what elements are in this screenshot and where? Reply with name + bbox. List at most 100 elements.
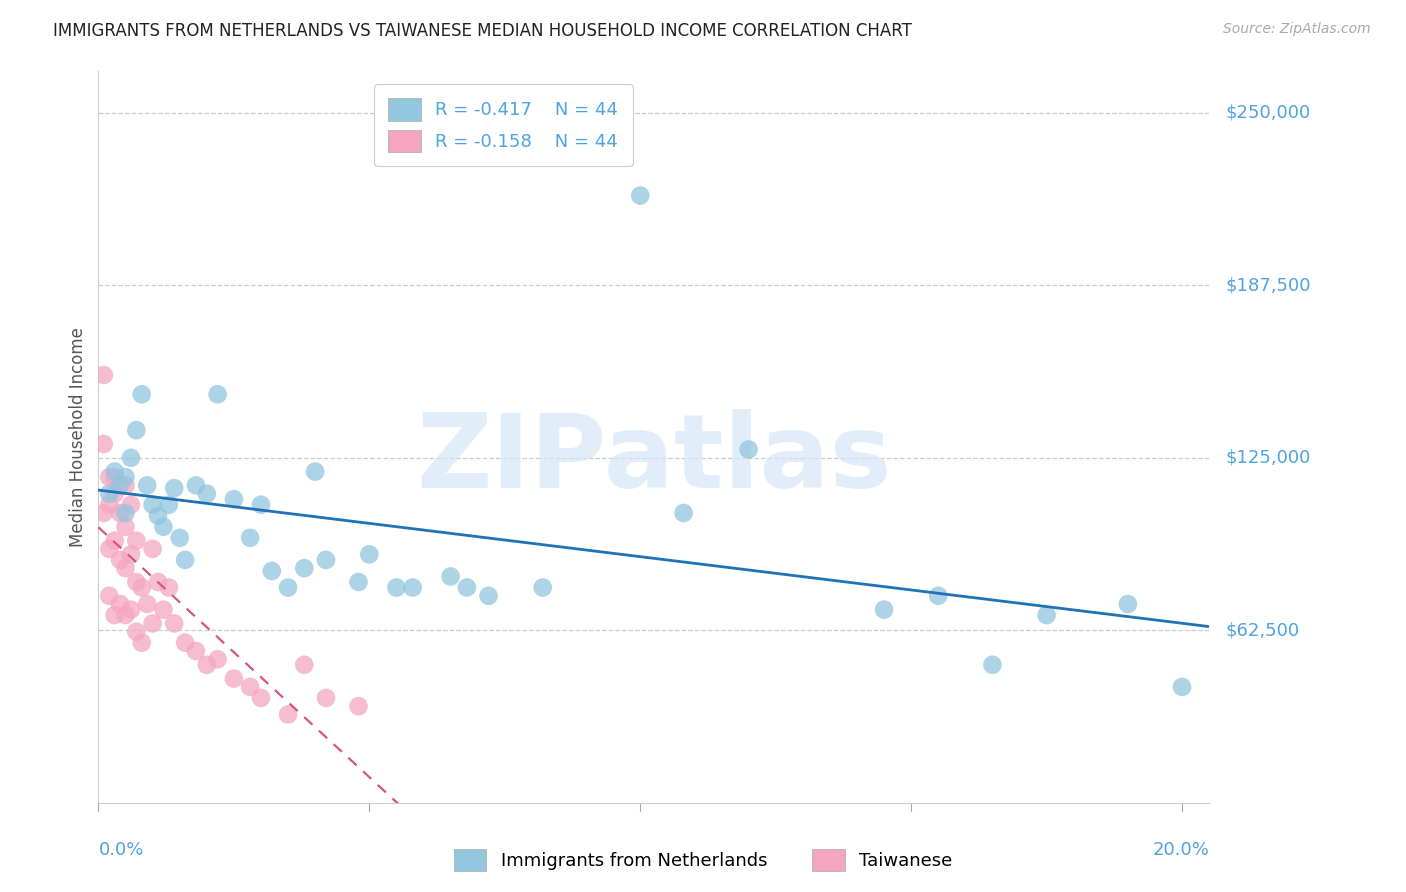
Point — [873, 602, 896, 616]
Text: $250,000: $250,000 — [1226, 103, 1310, 122]
Point — [239, 531, 262, 545]
Text: $125,000: $125,000 — [1226, 449, 1310, 467]
Point — [114, 561, 136, 575]
Point — [146, 508, 169, 523]
Point — [157, 498, 180, 512]
Point — [277, 581, 299, 595]
Point — [672, 506, 695, 520]
Point — [108, 553, 131, 567]
Point — [1116, 597, 1139, 611]
Point — [136, 597, 159, 611]
Point — [125, 624, 148, 639]
Point — [439, 569, 461, 583]
Point — [239, 680, 262, 694]
Point — [222, 492, 245, 507]
Text: 0.0%: 0.0% — [98, 841, 143, 860]
Point — [292, 561, 315, 575]
Text: $62,500: $62,500 — [1226, 622, 1299, 640]
Point — [347, 574, 370, 589]
Point — [927, 589, 949, 603]
Point — [169, 531, 191, 545]
Point — [98, 486, 121, 500]
Point — [104, 465, 127, 479]
Point — [477, 589, 499, 603]
Point — [104, 486, 127, 500]
Point — [347, 699, 370, 714]
Point — [114, 470, 136, 484]
Point — [108, 478, 131, 492]
Point — [142, 498, 165, 512]
Point — [93, 506, 115, 520]
Point — [315, 690, 337, 705]
Point — [184, 478, 207, 492]
Text: Source: ZipAtlas.com: Source: ZipAtlas.com — [1223, 22, 1371, 37]
Point — [120, 450, 142, 465]
Point — [98, 541, 121, 556]
Point — [142, 541, 165, 556]
Point — [315, 553, 337, 567]
Point — [304, 465, 326, 479]
Point — [222, 672, 245, 686]
Point — [114, 520, 136, 534]
Point — [163, 481, 186, 495]
Point — [120, 498, 142, 512]
Point — [277, 707, 299, 722]
Point — [146, 574, 169, 589]
Point — [207, 652, 229, 666]
Point — [628, 188, 651, 202]
Point — [981, 657, 1004, 672]
Point — [174, 636, 197, 650]
Point — [250, 498, 273, 512]
Point — [402, 581, 425, 595]
Point — [98, 498, 121, 512]
Point — [385, 581, 408, 595]
Point — [260, 564, 283, 578]
Point — [114, 506, 136, 520]
Point — [108, 506, 131, 520]
Point — [737, 442, 759, 457]
Point — [131, 387, 153, 401]
Point — [104, 608, 127, 623]
Y-axis label: Median Household Income: Median Household Income — [69, 327, 87, 547]
Text: $187,500: $187,500 — [1226, 277, 1310, 294]
Point — [131, 636, 153, 650]
Point — [250, 690, 273, 705]
Point — [125, 533, 148, 548]
Point — [104, 470, 127, 484]
Point — [152, 602, 174, 616]
Point — [174, 553, 197, 567]
Point — [207, 387, 229, 401]
Point — [98, 470, 121, 484]
Text: IMMIGRANTS FROM NETHERLANDS VS TAIWANESE MEDIAN HOUSEHOLD INCOME CORRELATION CHA: IMMIGRANTS FROM NETHERLANDS VS TAIWANESE… — [53, 22, 912, 40]
Point — [114, 478, 136, 492]
Point — [131, 581, 153, 595]
Point — [359, 548, 381, 562]
Point — [531, 581, 554, 595]
Point — [125, 423, 148, 437]
Point — [120, 548, 142, 562]
Point — [292, 657, 315, 672]
Point — [1171, 680, 1194, 694]
Point — [157, 581, 180, 595]
Point — [1035, 608, 1057, 623]
Point — [163, 616, 186, 631]
Text: 20.0%: 20.0% — [1153, 841, 1209, 860]
Point — [184, 644, 207, 658]
Point — [108, 597, 131, 611]
Point — [125, 574, 148, 589]
Point — [152, 520, 174, 534]
Point — [195, 657, 218, 672]
Text: ZIPatlas: ZIPatlas — [416, 409, 891, 509]
Point — [93, 437, 115, 451]
Point — [93, 368, 115, 382]
Point — [195, 486, 218, 500]
Point — [104, 533, 127, 548]
Point — [98, 589, 121, 603]
Point — [456, 581, 478, 595]
Legend: R = -0.417    N = 44, R = -0.158    N = 44: R = -0.417 N = 44, R = -0.158 N = 44 — [374, 84, 633, 166]
Point — [114, 608, 136, 623]
Legend: Immigrants from Netherlands, Taiwanese: Immigrants from Netherlands, Taiwanese — [446, 842, 960, 879]
Point — [120, 602, 142, 616]
Point — [136, 478, 159, 492]
Point — [142, 616, 165, 631]
